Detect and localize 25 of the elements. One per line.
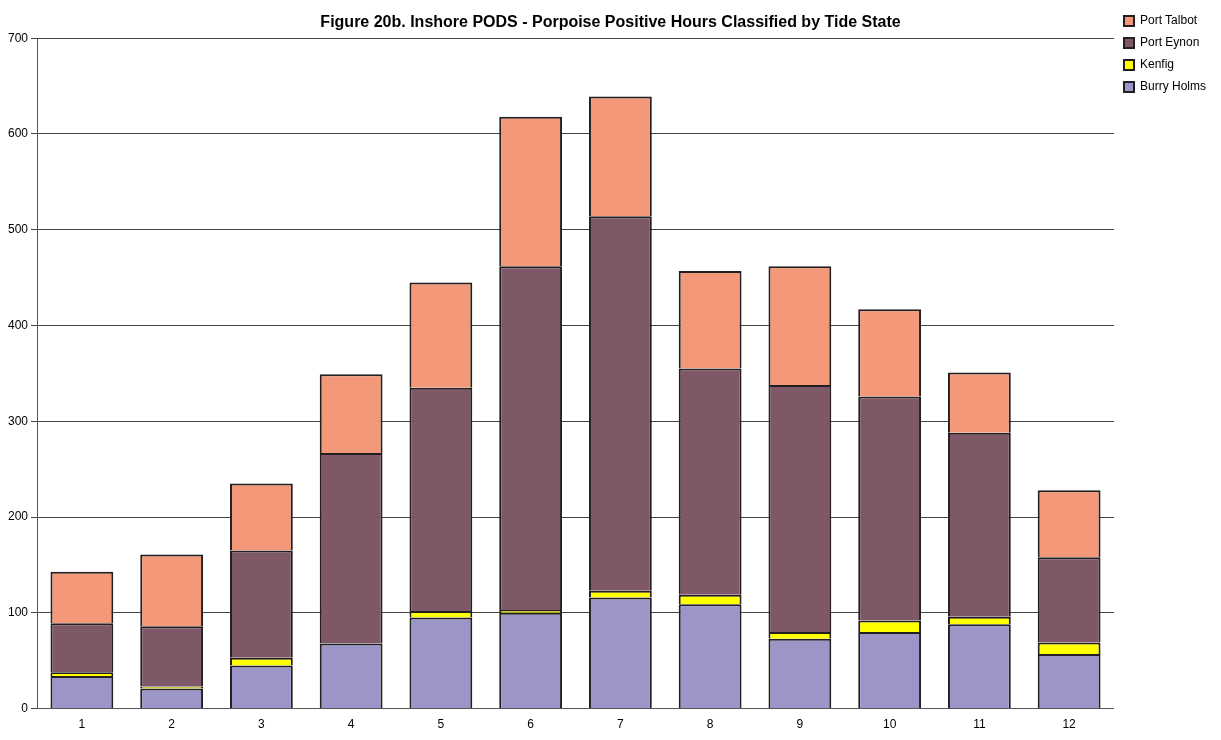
- x-tick-label: 5: [437, 717, 445, 732]
- y-tick-label: 200: [7, 509, 29, 524]
- legend-label: Port Eynon: [1139, 35, 1200, 50]
- y-tick-label: 600: [7, 126, 29, 141]
- y-tick-label: 500: [7, 222, 29, 237]
- x-tick-label: 8: [706, 717, 714, 732]
- x-tick-label: 1: [78, 717, 86, 732]
- legend-label: Burry Holms: [1139, 79, 1207, 94]
- x-tick-label: 7: [617, 717, 625, 732]
- x-tick-label: 12: [1062, 717, 1077, 732]
- y-tick-label: 400: [7, 317, 29, 332]
- x-tick-label: 2: [168, 717, 176, 732]
- x-tick-label: 4: [347, 717, 355, 732]
- y-tick-label: 0: [21, 700, 29, 715]
- legend-label: Port Talbot: [1139, 13, 1198, 28]
- legend-label: Kenfig: [1139, 57, 1175, 72]
- chart-title: Figure 20b. Inshore PODS - Porpoise Positive Hours Classified by Tide State: [320, 13, 901, 31]
- x-tick-label: 3: [258, 717, 266, 732]
- x-tick-label: 10: [882, 717, 897, 732]
- x-tick-label: 9: [796, 717, 804, 732]
- y-tick-label: 300: [7, 413, 29, 428]
- y-tick-label: 700: [7, 30, 29, 45]
- y-tick-label: 100: [7, 605, 29, 620]
- x-tick-label: 11: [973, 717, 986, 732]
- x-tick-label: 6: [527, 717, 535, 732]
